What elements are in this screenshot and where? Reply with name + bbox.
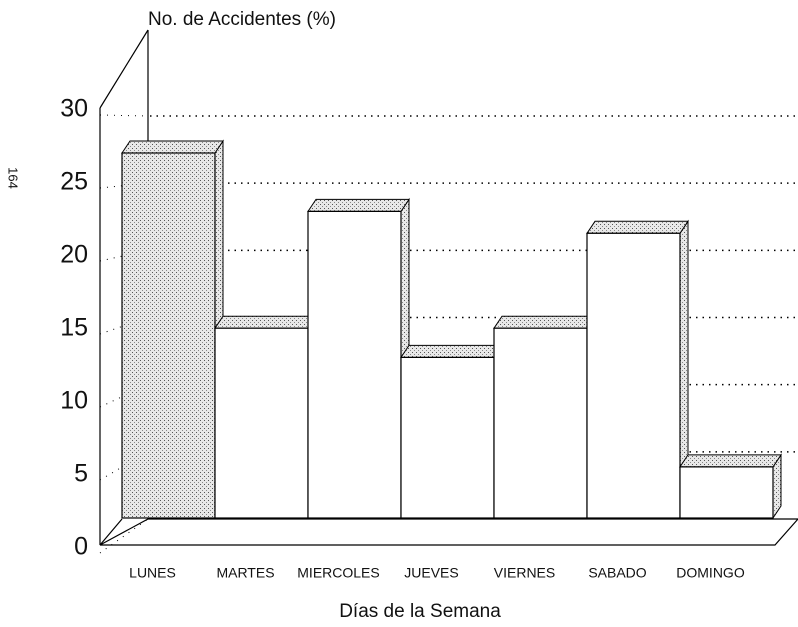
frame bbox=[99, 29, 798, 546]
page-number: 164 bbox=[6, 167, 21, 189]
bar bbox=[679, 466, 774, 519]
y-tick-label: 25 bbox=[60, 168, 88, 196]
x-tick-label: MIERCOLES bbox=[297, 565, 379, 581]
x-tick-label: JUEVES bbox=[404, 565, 458, 581]
bar-top bbox=[307, 198, 410, 212]
x-tick-label: LUNES bbox=[129, 565, 176, 581]
y-tick-label: 15 bbox=[60, 314, 88, 342]
bar bbox=[586, 232, 681, 519]
bar bbox=[307, 210, 402, 519]
bar-top bbox=[586, 220, 689, 234]
bar bbox=[400, 356, 495, 519]
y-tick-label: 30 bbox=[60, 95, 88, 123]
x-tick-label: DOMINGO bbox=[676, 565, 745, 581]
bar-top bbox=[400, 344, 503, 358]
bar-top bbox=[214, 315, 317, 329]
bar bbox=[214, 327, 309, 519]
bar bbox=[493, 327, 588, 519]
y-tick-label: 5 bbox=[74, 460, 88, 488]
x-axis-label: Días de la Semana bbox=[339, 601, 501, 622]
tick-mark bbox=[99, 518, 149, 554]
y-tick-label: 10 bbox=[60, 387, 88, 415]
bar bbox=[121, 152, 216, 519]
bar-top bbox=[493, 315, 596, 329]
x-tick-label: SABADO bbox=[588, 565, 646, 581]
bar-top bbox=[121, 140, 224, 154]
x-tick-label: VIERNES bbox=[494, 565, 555, 581]
chart-title: No. de Accidentes (%) bbox=[148, 9, 336, 30]
y-tick-label: 0 bbox=[74, 533, 88, 561]
y-tick-label: 20 bbox=[60, 241, 88, 269]
tick-mark bbox=[99, 114, 149, 117]
x-tick-label: MARTES bbox=[216, 565, 274, 581]
bar-top bbox=[679, 454, 782, 468]
